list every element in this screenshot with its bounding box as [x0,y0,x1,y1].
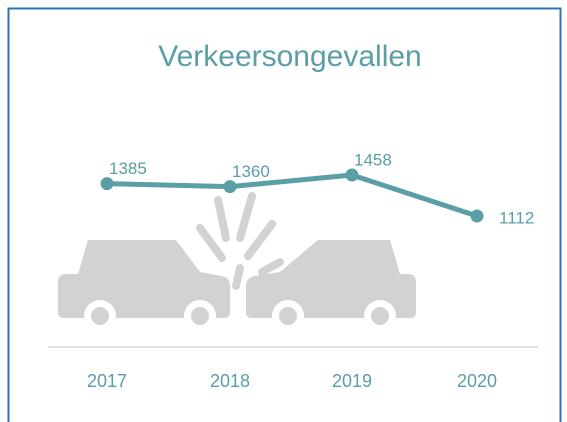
x-tick-label: 2019 [332,371,372,391]
data-label: 1112 [499,208,534,227]
marker [100,177,114,191]
marker [470,209,484,223]
marker [345,168,359,182]
crash-icon [58,192,416,332]
data-label: 1458 [354,150,392,169]
data-label: 1385 [109,159,147,178]
x-tick-label: 2017 [87,371,127,391]
line [106,172,478,219]
chart-title: Verkeersongevallen [158,40,422,73]
x-tick-label: 2020 [457,371,497,391]
marker [223,180,237,194]
data-label: 1360 [232,162,270,181]
x-tick-label: 2018 [210,371,250,391]
